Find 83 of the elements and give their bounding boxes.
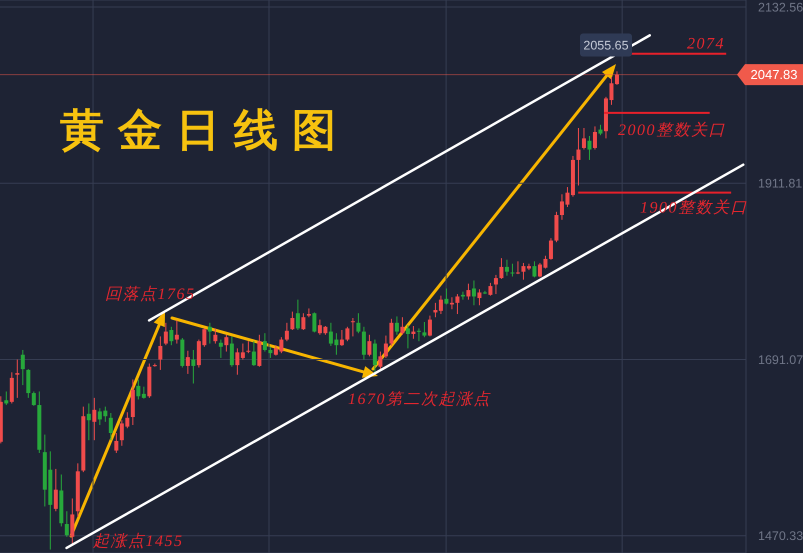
candlestick	[284, 322, 289, 342]
candlestick	[356, 312, 360, 334]
candlestick	[230, 336, 234, 368]
candlestick	[64, 510, 69, 538]
candlestick	[450, 296, 454, 310]
candlestick	[86, 402, 91, 441]
candlestick	[499, 258, 504, 280]
candlestick	[422, 322, 426, 338]
candlestick	[186, 350, 190, 374]
candlestick	[367, 334, 372, 357]
ref-line-label: 2000整数关口	[618, 120, 726, 139]
candlestick	[428, 315, 432, 337]
candlestick	[296, 299, 300, 330]
candlestick	[114, 432, 118, 454]
y-tick-label: 1691.07	[758, 352, 803, 367]
candlestick	[213, 328, 218, 344]
annotation: 回落点1765	[105, 285, 196, 303]
candlestick	[208, 322, 212, 344]
annotation: 起涨点1455	[93, 532, 184, 550]
candlestick	[576, 127, 580, 186]
candlestick	[301, 312, 306, 330]
candlestick	[345, 326, 350, 342]
annotation: 2055.65	[583, 38, 629, 52]
y-tick-label: 1470.33	[758, 529, 803, 544]
candlestick	[169, 326, 174, 346]
candlestick	[444, 288, 448, 305]
candlestick	[158, 336, 162, 370]
candlestick	[20, 349, 25, 386]
candlestick	[394, 316, 399, 336]
candlestick	[587, 135, 592, 160]
price-label: 2055.65	[580, 34, 632, 56]
candlestick	[174, 320, 179, 344]
candlestick	[416, 328, 421, 342]
candlestick	[268, 346, 272, 358]
ref-line-label: 2074	[687, 36, 725, 53]
candlestick	[350, 318, 355, 337]
candlestick	[504, 259, 509, 276]
y-tick-label: 1911.81	[758, 176, 802, 191]
candlestick	[378, 351, 382, 370]
candlestick	[246, 340, 250, 354]
candlestick	[516, 260, 520, 275]
y-tick-label: 2132.56	[758, 0, 803, 14]
candlestick	[389, 318, 394, 346]
text: 黄金日线图	[60, 105, 350, 156]
candlestick	[592, 126, 597, 150]
candlestick	[472, 280, 476, 306]
candlestick	[32, 390, 36, 406]
candlestick	[218, 339, 223, 358]
candlestick	[252, 340, 256, 366]
candlestick	[340, 329, 344, 346]
candlestick	[362, 326, 366, 360]
candlestick	[26, 368, 30, 398]
candlestick	[164, 322, 168, 346]
candlestick	[598, 124, 602, 136]
candlestick	[290, 311, 294, 330]
price-tag: 2047.83	[737, 64, 803, 86]
candlestick	[466, 283, 470, 300]
candlestick	[510, 263, 514, 277]
candlestick	[54, 468, 58, 512]
candlestick	[411, 326, 416, 340]
candlestick	[92, 397, 96, 441]
candlestick	[15, 359, 20, 398]
candlestick	[406, 324, 410, 349]
candlestick	[548, 238, 553, 260]
candlestick	[4, 390, 8, 406]
candlestick	[455, 294, 460, 315]
annotation: 1670第二次起涨点	[348, 390, 492, 408]
candlestick	[108, 412, 113, 441]
candlestick	[488, 282, 492, 296]
candlestick	[400, 316, 404, 336]
candlestick	[384, 335, 388, 358]
candlestick	[70, 498, 74, 546]
candlestick	[582, 127, 586, 150]
candlestick	[494, 274, 498, 295]
candlestick	[262, 332, 267, 352]
candlestick	[372, 339, 377, 373]
candlestick	[224, 334, 228, 352]
candlestick	[477, 288, 482, 306]
candlestick	[10, 372, 14, 404]
candlestick	[532, 260, 536, 278]
candlestick	[312, 312, 316, 333]
candlestick	[191, 349, 196, 384]
ref-line-label: 2047.83	[750, 67, 798, 82]
